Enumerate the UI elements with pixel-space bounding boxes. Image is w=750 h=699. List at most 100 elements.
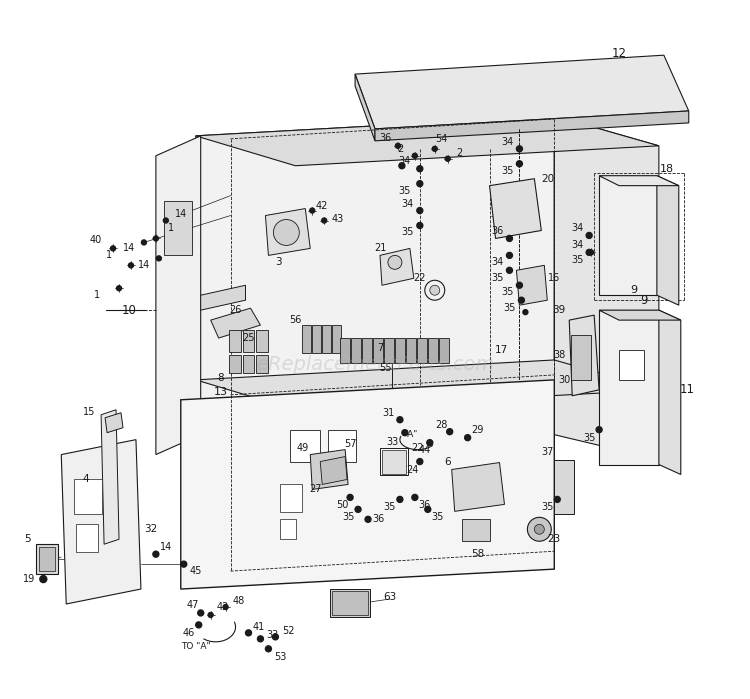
Bar bbox=[427, 338, 438, 363]
Circle shape bbox=[355, 506, 361, 512]
Text: 32: 32 bbox=[144, 524, 158, 534]
Polygon shape bbox=[657, 175, 679, 305]
Bar bbox=[330, 589, 370, 617]
Circle shape bbox=[432, 146, 437, 151]
Polygon shape bbox=[320, 456, 347, 484]
Circle shape bbox=[181, 561, 187, 567]
Bar bbox=[290, 430, 320, 461]
Bar bbox=[302, 325, 311, 353]
Polygon shape bbox=[599, 175, 679, 186]
Polygon shape bbox=[211, 308, 260, 338]
Text: 12: 12 bbox=[611, 47, 626, 59]
Text: 35: 35 bbox=[501, 166, 514, 175]
Text: 3: 3 bbox=[275, 257, 282, 267]
Text: 36: 36 bbox=[379, 133, 391, 143]
Text: 43: 43 bbox=[332, 213, 344, 224]
Text: 27: 27 bbox=[309, 484, 322, 494]
Circle shape bbox=[417, 208, 423, 213]
Text: 9: 9 bbox=[640, 294, 648, 307]
Bar bbox=[74, 480, 102, 514]
Circle shape bbox=[395, 143, 400, 148]
Circle shape bbox=[322, 218, 327, 223]
Bar bbox=[554, 459, 574, 514]
Polygon shape bbox=[196, 116, 554, 435]
Polygon shape bbox=[554, 116, 658, 459]
Circle shape bbox=[517, 282, 523, 288]
Circle shape bbox=[196, 622, 202, 628]
Polygon shape bbox=[490, 179, 542, 238]
Circle shape bbox=[527, 517, 551, 541]
Text: 17: 17 bbox=[495, 345, 508, 355]
Circle shape bbox=[589, 250, 594, 255]
Text: 35: 35 bbox=[571, 255, 584, 266]
Circle shape bbox=[223, 605, 228, 610]
Bar bbox=[380, 447, 408, 475]
Bar bbox=[373, 338, 383, 363]
Circle shape bbox=[517, 161, 523, 167]
Text: TO "A": TO "A" bbox=[181, 642, 211, 651]
Circle shape bbox=[266, 646, 272, 651]
Circle shape bbox=[506, 252, 512, 259]
Circle shape bbox=[154, 236, 158, 241]
Circle shape bbox=[424, 506, 430, 512]
Text: 35: 35 bbox=[503, 303, 516, 313]
Text: 34: 34 bbox=[571, 240, 584, 250]
Text: 35: 35 bbox=[402, 227, 414, 238]
Text: 36: 36 bbox=[419, 500, 431, 510]
Text: 25: 25 bbox=[242, 333, 255, 343]
Bar bbox=[328, 430, 356, 461]
Bar bbox=[332, 591, 368, 615]
Circle shape bbox=[209, 612, 213, 617]
Circle shape bbox=[397, 496, 403, 503]
Bar bbox=[462, 519, 490, 541]
Bar bbox=[395, 338, 405, 363]
Circle shape bbox=[128, 263, 133, 268]
Polygon shape bbox=[375, 111, 688, 140]
Polygon shape bbox=[380, 248, 414, 285]
Circle shape bbox=[506, 267, 512, 273]
Text: 35: 35 bbox=[583, 433, 596, 442]
Text: 15: 15 bbox=[83, 407, 95, 417]
Text: 24: 24 bbox=[406, 465, 419, 475]
Polygon shape bbox=[355, 55, 688, 129]
Polygon shape bbox=[599, 310, 658, 465]
Circle shape bbox=[388, 255, 402, 269]
Bar bbox=[36, 545, 58, 574]
Bar bbox=[256, 355, 268, 373]
Text: 36: 36 bbox=[372, 514, 384, 524]
Circle shape bbox=[274, 219, 299, 245]
Text: 26: 26 bbox=[230, 305, 242, 315]
Bar bbox=[340, 338, 350, 363]
Polygon shape bbox=[62, 440, 141, 604]
Circle shape bbox=[412, 494, 418, 500]
Text: 56: 56 bbox=[290, 315, 302, 325]
Text: 53: 53 bbox=[274, 651, 286, 662]
Circle shape bbox=[164, 218, 168, 223]
Polygon shape bbox=[101, 410, 119, 545]
Bar bbox=[76, 524, 98, 552]
Text: 8: 8 bbox=[217, 373, 224, 383]
Bar bbox=[256, 330, 268, 352]
Text: 18: 18 bbox=[660, 164, 674, 174]
Text: 48: 48 bbox=[232, 596, 244, 606]
Circle shape bbox=[142, 240, 146, 245]
Text: 21: 21 bbox=[374, 243, 386, 254]
Text: 63: 63 bbox=[383, 592, 397, 602]
Text: 34: 34 bbox=[402, 199, 414, 208]
Text: 11: 11 bbox=[680, 383, 694, 396]
Text: 35: 35 bbox=[399, 186, 411, 196]
Polygon shape bbox=[658, 310, 681, 475]
Circle shape bbox=[110, 246, 116, 251]
Circle shape bbox=[417, 459, 423, 465]
Bar bbox=[572, 335, 591, 380]
Polygon shape bbox=[599, 175, 657, 295]
Text: eReplacementParts.com: eReplacementParts.com bbox=[256, 355, 494, 375]
Circle shape bbox=[116, 286, 122, 291]
Text: 57: 57 bbox=[344, 439, 356, 449]
Text: 35: 35 bbox=[501, 287, 514, 297]
Text: 44: 44 bbox=[419, 445, 431, 454]
Circle shape bbox=[347, 494, 353, 500]
Text: 16: 16 bbox=[548, 273, 560, 283]
Text: 42: 42 bbox=[217, 602, 229, 612]
Text: 14: 14 bbox=[160, 542, 172, 552]
